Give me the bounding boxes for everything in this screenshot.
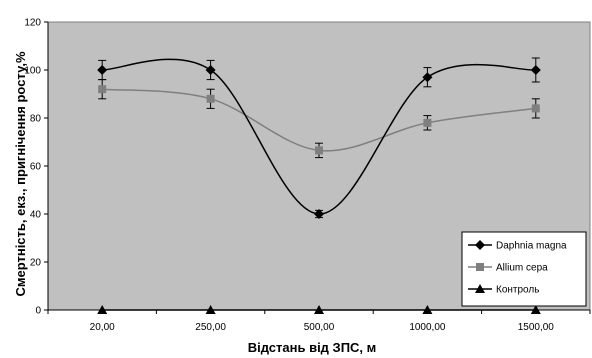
data-point-контроль bbox=[205, 305, 216, 314]
x-axis-title: Відстань від ЗПС, м bbox=[248, 340, 377, 355]
legend-marker-контроль bbox=[475, 284, 485, 293]
y-tick-label: 120 bbox=[24, 18, 41, 29]
legend: Daphnia magna Allium cepa Контроль bbox=[461, 231, 587, 307]
data-point-daphnia-magna bbox=[97, 65, 108, 75]
data-point-daphnia-magna bbox=[422, 72, 433, 83]
y-tick-label: 20 bbox=[30, 258, 42, 269]
data-point-allium-cepa bbox=[315, 146, 323, 155]
legend-marker-allium-cepa bbox=[476, 263, 484, 271]
data-point-daphnia-magna bbox=[205, 65, 216, 75]
y-tick-label: 40 bbox=[30, 210, 42, 221]
legend-marker-daphnia-magna bbox=[475, 240, 485, 250]
y-tick-label: 0 bbox=[35, 306, 41, 317]
y-tick-label: 100 bbox=[24, 66, 41, 77]
data-point-allium-cepa bbox=[98, 85, 107, 94]
data-point-контроль bbox=[530, 305, 541, 314]
x-tick-label: 1500,00 bbox=[518, 322, 555, 333]
data-point-контроль bbox=[97, 305, 108, 314]
data-point-daphnia-magna bbox=[314, 209, 324, 219]
x-tick-label: 1000,00 bbox=[409, 322, 446, 333]
y-tick-label: 80 bbox=[30, 114, 42, 125]
legend-label-daphnia-magna: Daphnia magna bbox=[496, 241, 567, 252]
data-point-allium-cepa bbox=[423, 118, 432, 127]
data-point-allium-cepa bbox=[206, 94, 215, 103]
data-point-allium-cepa bbox=[531, 104, 540, 113]
data-point-контроль bbox=[422, 305, 433, 314]
legend-label-allium-cepa: Allium cepa bbox=[496, 263, 548, 274]
x-tick-label: 20,00 bbox=[90, 322, 115, 333]
legend-label-контроль: Контроль bbox=[496, 285, 539, 296]
y-tick-label: 60 bbox=[30, 162, 42, 173]
y-axis-title: Смертність, екз., пригнічення росту,% bbox=[13, 51, 28, 297]
x-tick-label: 250,00 bbox=[195, 322, 226, 333]
data-point-контроль bbox=[314, 305, 324, 314]
x-tick-label: 500,00 bbox=[304, 322, 335, 333]
data-point-daphnia-magna bbox=[530, 65, 541, 75]
